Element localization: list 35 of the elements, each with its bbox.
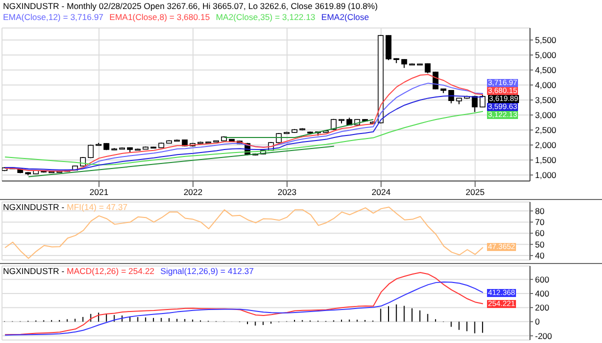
y-tick-label: 4,000 <box>535 80 557 90</box>
y-tick-label: 200 <box>535 302 550 313</box>
y-tick-label: 2,000 <box>535 140 557 150</box>
y-tick-label: 50 <box>535 239 545 250</box>
y-tick-label: 1,500 <box>535 155 557 166</box>
x-tick-label: 2025 <box>466 187 485 198</box>
text: EMA1(Close,8) = 3,680.15 <box>109 12 210 22</box>
y-tick-label: 3,500 <box>535 95 557 106</box>
y-tick-label: 600 <box>535 274 550 284</box>
x-tick-label: 2022 <box>184 187 203 198</box>
chart-title: NGXINDUSTR - Monthly 02/28/2025 Open 3267.66, Hi 3665.07, Lo 3262.6, Close 3619.89 (10.8%) <box>3 1 378 11</box>
y-tick-label: 3,000 <box>535 110 557 120</box>
y-tick-label: 0 <box>535 316 540 327</box>
y-tick-label: 5,500 <box>535 35 557 46</box>
series-label: MFI(14) = 47.37 <box>66 202 128 212</box>
y-tick-label: 40 <box>535 250 545 261</box>
y-tick-label: 2,500 <box>535 125 557 136</box>
y-tick-label: -200 <box>535 330 552 341</box>
text: Signal(12,26,9) = 412.37 <box>160 266 254 276</box>
y-tick-label: 70 <box>535 217 545 228</box>
y-tick-label: 80 <box>535 206 545 216</box>
text: EMA2(Close <box>321 12 369 22</box>
x-tick-label: 2021 <box>90 187 109 198</box>
x-tick-label: 2023 <box>278 187 297 198</box>
y-tick-label: 400 <box>535 288 550 299</box>
text: EMA(Close,12) = 3,716.97 <box>3 12 104 22</box>
chart-title: NGXINDUSTR - <box>3 202 66 212</box>
text: MACD(12,26) = 254.22 <box>66 266 154 276</box>
chart-title: NGXINDUSTR - <box>3 266 66 276</box>
y-tick-label: 1,000 <box>535 170 557 180</box>
y-tick-label: 5,000 <box>535 50 557 60</box>
y-tick-label: 4,500 <box>535 65 557 76</box>
y-tick-label: 60 <box>535 228 545 238</box>
x-tick-label: 2024 <box>372 187 391 198</box>
text: MA2(Close,35) = 3,122.13 <box>216 12 316 22</box>
